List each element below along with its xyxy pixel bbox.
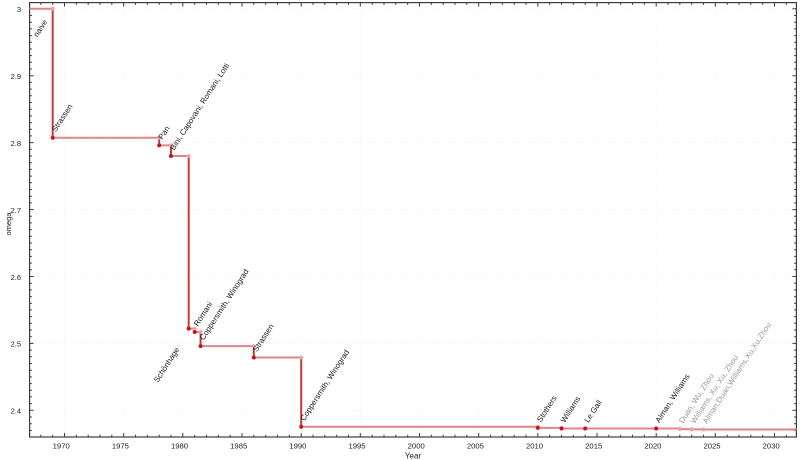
svg-text:omega: omega bbox=[4, 212, 13, 236]
svg-text:2030: 2030 bbox=[763, 441, 780, 450]
svg-text:2.7: 2.7 bbox=[11, 206, 21, 215]
svg-text:2020: 2020 bbox=[644, 441, 661, 450]
svg-text:2.8: 2.8 bbox=[11, 139, 21, 148]
svg-text:2.4: 2.4 bbox=[11, 407, 21, 416]
svg-text:2.9: 2.9 bbox=[11, 72, 21, 81]
svg-text:1990: 1990 bbox=[289, 441, 306, 450]
svg-text:1970: 1970 bbox=[53, 441, 70, 450]
svg-text:1980: 1980 bbox=[171, 441, 188, 450]
svg-text:2015: 2015 bbox=[585, 441, 602, 450]
svg-text:2000: 2000 bbox=[408, 441, 425, 450]
svg-text:Year: Year bbox=[405, 452, 422, 460]
svg-text:2005: 2005 bbox=[467, 441, 484, 450]
svg-text:1985: 1985 bbox=[230, 441, 247, 450]
svg-text:2025: 2025 bbox=[703, 441, 720, 450]
svg-text:2010: 2010 bbox=[526, 441, 543, 450]
svg-text:1975: 1975 bbox=[112, 441, 129, 450]
svg-text:1995: 1995 bbox=[348, 441, 365, 450]
svg-text:2.5: 2.5 bbox=[11, 340, 21, 349]
svg-text:2.6: 2.6 bbox=[11, 273, 21, 282]
svg-text:3: 3 bbox=[17, 5, 21, 14]
